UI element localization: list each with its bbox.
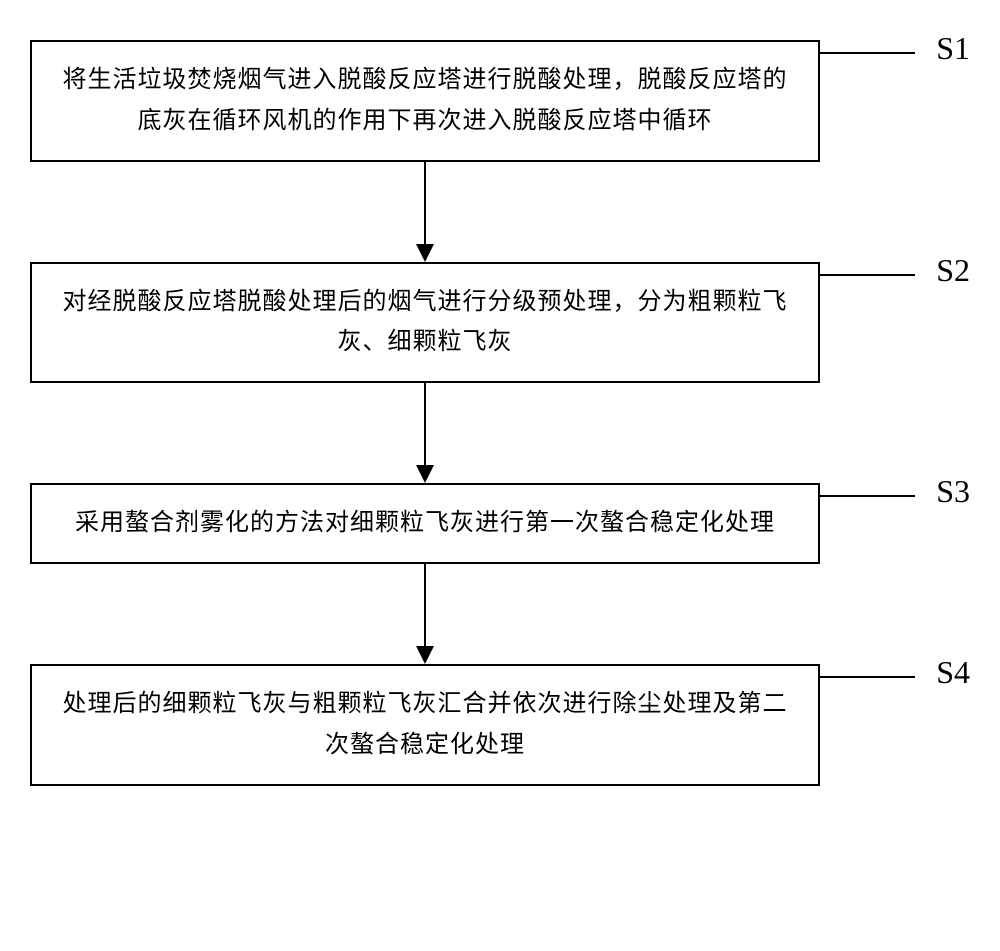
step-row-2: 对经脱酸反应塔脱酸处理后的烟气进行分级预处理，分为粗颗粒飞灰、细颗粒飞灰 S2 xyxy=(30,262,970,384)
arrow-head-icon xyxy=(416,465,434,483)
flowchart-container: 将生活垃圾焚烧烟气进入脱酸反应塔进行脱酸处理，脱酸反应塔的底灰在循环风机的作用下… xyxy=(30,40,970,786)
step-text: 将生活垃圾焚烧烟气进入脱酸反应塔进行脱酸处理，脱酸反应塔的底灰在循环风机的作用下… xyxy=(63,67,788,134)
label-connector-s4 xyxy=(820,676,915,678)
label-connector-s1 xyxy=(820,52,915,54)
step-box-s4: 处理后的细颗粒飞灰与粗颗粒飞灰汇合并依次进行除尘处理及第二次螯合稳定化处理 xyxy=(30,664,820,786)
step-row-3: 采用螯合剂雾化的方法对细颗粒飞灰进行第一次螯合稳定化处理 S3 xyxy=(30,483,970,564)
arrow-s2-s3 xyxy=(416,383,434,483)
arrow-line xyxy=(424,383,426,465)
step-label-s2: S2 xyxy=(936,252,970,289)
step-row-1: 将生活垃圾焚烧烟气进入脱酸反应塔进行脱酸处理，脱酸反应塔的底灰在循环风机的作用下… xyxy=(30,40,970,162)
step-row-4: 处理后的细颗粒飞灰与粗颗粒飞灰汇合并依次进行除尘处理及第二次螯合稳定化处理 S4 xyxy=(30,664,970,786)
arrow-s1-s2 xyxy=(416,162,434,262)
arrow-head-icon xyxy=(416,244,434,262)
step-label-s1: S1 xyxy=(936,30,970,67)
step-text: 采用螯合剂雾化的方法对细颗粒飞灰进行第一次螯合稳定化处理 xyxy=(75,510,775,536)
step-box-s1: 将生活垃圾焚烧烟气进入脱酸反应塔进行脱酸处理，脱酸反应塔的底灰在循环风机的作用下… xyxy=(30,40,820,162)
step-text: 对经脱酸反应塔脱酸处理后的烟气进行分级预处理，分为粗颗粒飞灰、细颗粒飞灰 xyxy=(63,289,788,356)
label-connector-s2 xyxy=(820,274,915,276)
label-connector-s3 xyxy=(820,495,915,497)
arrow-s3-s4 xyxy=(416,564,434,664)
step-label-s3: S3 xyxy=(936,473,970,510)
step-text: 处理后的细颗粒飞灰与粗颗粒飞灰汇合并依次进行除尘处理及第二次螯合稳定化处理 xyxy=(63,691,788,758)
arrow-head-icon xyxy=(416,646,434,664)
step-box-s3: 采用螯合剂雾化的方法对细颗粒飞灰进行第一次螯合稳定化处理 xyxy=(30,483,820,564)
arrow-line xyxy=(424,162,426,244)
arrow-line xyxy=(424,564,426,646)
step-label-s4: S4 xyxy=(936,654,970,691)
step-box-s2: 对经脱酸反应塔脱酸处理后的烟气进行分级预处理，分为粗颗粒飞灰、细颗粒飞灰 xyxy=(30,262,820,384)
